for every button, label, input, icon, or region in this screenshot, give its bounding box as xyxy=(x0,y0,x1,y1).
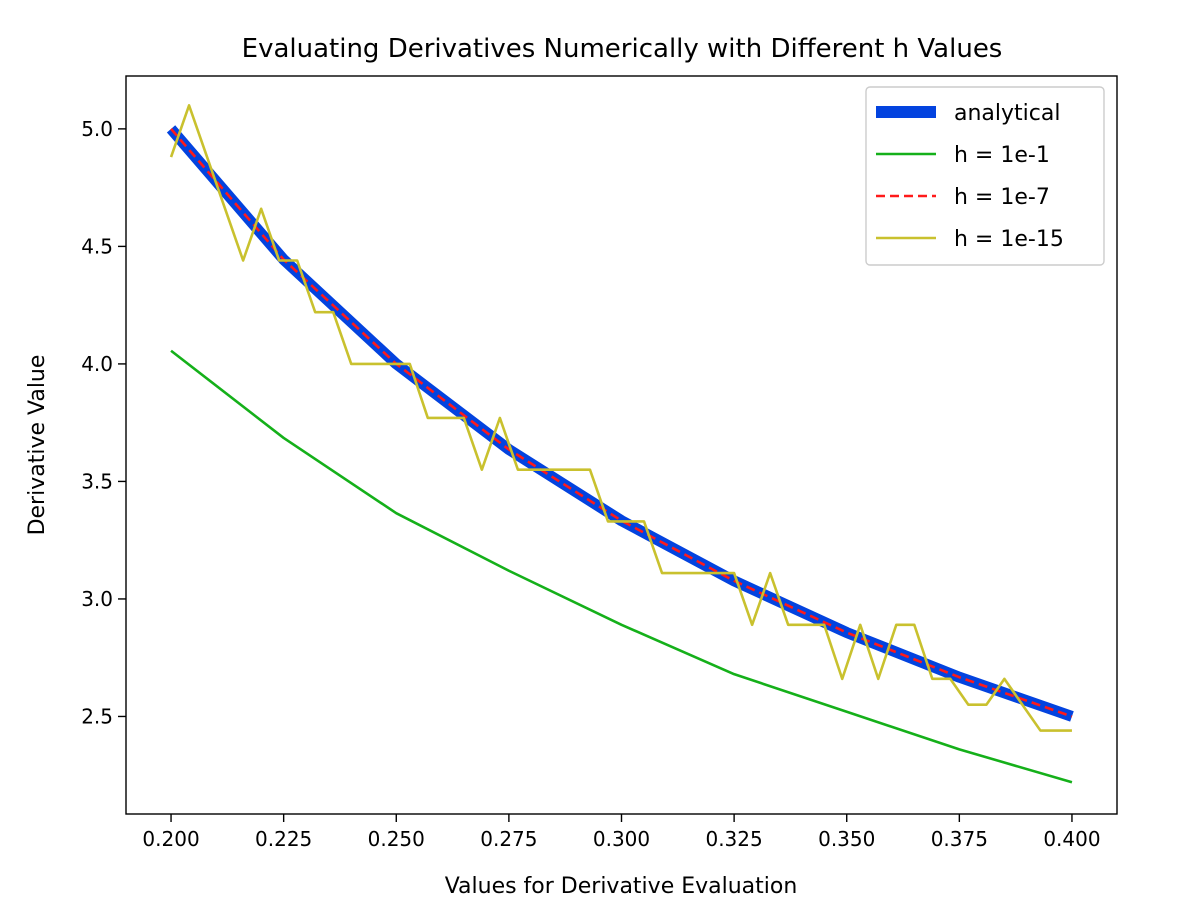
legend-label: h = 1e-1 xyxy=(954,143,1050,168)
legend-label: h = 1e-15 xyxy=(954,227,1064,252)
series-line xyxy=(169,104,1072,732)
x-tick-label: 0.300 xyxy=(593,827,650,851)
y-tick-label: 5.0 xyxy=(81,117,113,141)
plot-area xyxy=(166,104,1074,784)
y-axis-ticks: 2.5 3.0 3.5 4.0 4.5 5.0 xyxy=(81,117,126,728)
legend-box xyxy=(865,86,1105,266)
plot-frame xyxy=(125,75,1118,815)
x-tick-label: 0.400 xyxy=(1043,827,1100,851)
x-tick-label: 0.200 xyxy=(142,827,199,851)
y-tick-label: 4.5 xyxy=(81,234,113,258)
x-tick-label: 0.350 xyxy=(818,827,875,851)
y-tick-label: 3.0 xyxy=(81,587,113,611)
series-line xyxy=(170,349,1073,784)
x-tick-label: 0.225 xyxy=(255,827,312,851)
x-axis-ticks: 0.200 0.225 0.250 0.275 0.300 0.325 0.350 0.375… xyxy=(142,814,1101,851)
legend: analytical h = 1e-1 h = 1e-7 h = 1e-15 xyxy=(865,86,1105,266)
x-tick-label: 0.325 xyxy=(705,827,762,851)
y-tick-label: 2.5 xyxy=(81,704,113,728)
y-axis-label: Derivative Value xyxy=(25,355,50,536)
y-tick-label: 4.0 xyxy=(81,352,113,376)
chart-title: Evaluating Derivatives Numerically with … xyxy=(242,34,1003,64)
x-axis-label: Values for Derivative Evaluation xyxy=(445,874,798,899)
x-tick-label: 0.375 xyxy=(931,827,988,851)
x-tick-label: 0.275 xyxy=(480,827,537,851)
legend-label: analytical xyxy=(954,101,1060,126)
x-tick-label: 0.250 xyxy=(368,827,425,851)
legend-label: h = 1e-7 xyxy=(954,185,1050,210)
y-tick-label: 3.5 xyxy=(81,469,113,493)
